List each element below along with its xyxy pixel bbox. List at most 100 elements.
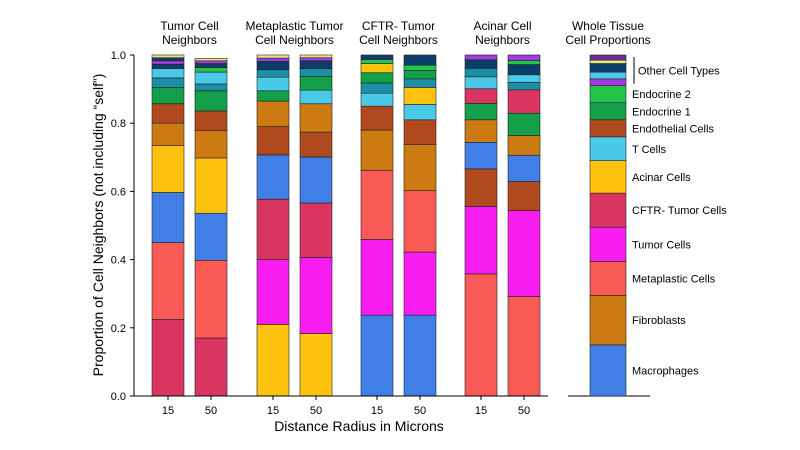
bar-segment-endocrine-1 (403, 70, 437, 80)
bar-segment-t-cells (194, 71, 228, 85)
whole-tissue-segment-other-3 (589, 78, 627, 86)
legend-label: CFTR- Tumor Cells (632, 205, 727, 217)
bar-group-2 (256, 54, 333, 397)
whole-tissue-segment-acinar-cells (589, 160, 627, 194)
bar-segment-t-cells (360, 92, 394, 107)
stacked-bar (507, 54, 541, 397)
bar-segment-cftr-tumor-cells (507, 89, 541, 114)
bar-segment-other-3 (151, 60, 185, 65)
bar-segment-fibroblasts (194, 130, 228, 159)
bar-segment-acinar-cells (360, 63, 394, 74)
y-tick-label: 0.4 (111, 255, 126, 267)
whole-tissue-title: Cell Proportions (565, 33, 650, 47)
bar-segment-macrophages (299, 156, 333, 204)
whole-tissue-title: Whole Tissue (572, 19, 644, 33)
bar-segment-macrophages (403, 314, 437, 397)
bar-segment-other-2 (360, 54, 394, 60)
stacked-bar (194, 58, 228, 397)
bar-segment-endothelial-cells (507, 181, 541, 211)
bar-segment-fibroblasts (256, 100, 290, 127)
bar-segment-other-4 (151, 54, 185, 59)
bar-segment-other-2 (256, 61, 290, 70)
bar-segment-tumor-cells (256, 259, 290, 325)
bar-segment-other-1 (360, 82, 394, 94)
bar-segment-acinar-cells (403, 87, 437, 105)
bar-segment-endocrine-1 (256, 90, 290, 102)
bar-segment-acinar-cells (256, 324, 290, 397)
bar-segment-endocrine-1 (194, 90, 228, 112)
bar-segment-metaplastic-cells (403, 190, 437, 253)
bar-segment-endocrine-1 (464, 103, 498, 121)
bar-segment-macrophages (194, 212, 228, 261)
legend-label: T Cells (632, 144, 667, 156)
bar-segment-other-1 (151, 77, 185, 88)
legend-label: Endocrine 1 (632, 106, 691, 118)
bar-segment-endocrine-2 (507, 60, 541, 65)
bar-segment-endocrine-1 (360, 72, 394, 84)
whole-tissue-segment-other-4 (589, 59, 627, 64)
bar-segment-metaplastic-cells (507, 296, 541, 397)
bar-segment-cftr-tumor-cells (464, 88, 498, 104)
bar-segment-acinar-cells (194, 157, 228, 214)
legend-label: Acinar Cells (632, 172, 691, 184)
bar-segment-endothelial-cells (299, 131, 333, 158)
bar-segment-endocrine-2 (194, 67, 228, 73)
x-tick-label: 50 (414, 405, 426, 417)
stacked-bar (360, 54, 394, 397)
group-title: Tumor Cell (160, 19, 218, 33)
bar-segment-acinar-cells (299, 333, 333, 397)
bar-segment-t-cells (299, 89, 333, 105)
bar-segment-fibroblasts (299, 103, 333, 133)
whole-tissue-segment-endothelial-cells (589, 119, 627, 138)
bar-segment-metaplastic-cells (151, 242, 185, 320)
bar-segment-other-4 (299, 54, 333, 59)
legend-label: Fibroblasts (632, 315, 686, 327)
bar-segment-fibroblasts (403, 144, 437, 192)
y-tick-label: 0.6 (111, 186, 126, 198)
bar-segment-t-cells (256, 76, 290, 92)
group-title: Neighbors (475, 33, 530, 47)
group-title: Cell Neighbors (359, 33, 438, 47)
bar-segment-other-2 (194, 63, 228, 68)
bar-segment-macrophages (360, 314, 394, 397)
x-tick-label: 15 (267, 405, 279, 417)
bar-segment-cftr-tumor-cells (299, 202, 333, 258)
bar-segment-endocrine-1 (299, 76, 333, 91)
x-tick-label: 15 (475, 405, 487, 417)
bar-segment-metaplastic-cells (194, 259, 228, 339)
stacked-bar (256, 54, 290, 397)
whole-tissue-segment-fibroblasts (589, 295, 627, 346)
bar-segment-fibroblasts (464, 119, 498, 143)
bar-segment-other-2 (151, 63, 185, 69)
other-cell-types-label: Other Cell Types (638, 65, 720, 77)
bar-segment-fibroblasts (151, 122, 185, 147)
bar-segment-other-3 (464, 54, 498, 61)
y-tick-label: 0.8 (111, 118, 126, 130)
bar-segment-cftr-tumor-cells (194, 337, 228, 397)
bar-segment-other-3 (194, 60, 228, 64)
bar-segment-other-2 (507, 64, 541, 76)
bar-segment-other-2 (464, 59, 498, 69)
x-axis-label: Distance Radius in Microns (274, 418, 444, 434)
group-title: Cell Neighbors (255, 33, 334, 47)
bar-segment-other-2 (299, 60, 333, 69)
bar-segment-macrophages (151, 192, 185, 243)
bar-segment-other-1 (507, 81, 541, 91)
stacked-bar (151, 54, 185, 397)
bar-segment-endothelial-cells (151, 103, 185, 124)
group-title: Metaplastic Tumor (245, 19, 343, 33)
bar-segment-tumor-cells (403, 251, 437, 316)
bar-groups (151, 54, 541, 397)
bar-segment-tumor-cells (507, 210, 541, 297)
whole-tissue-segment-t-cells (589, 71, 627, 80)
bar-segment-cftr-tumor-cells (151, 318, 185, 397)
bar-segment-macrophages (464, 141, 498, 170)
bar-group-1 (151, 54, 228, 397)
x-tick-label: 50 (310, 405, 322, 417)
y-tick-label: 0.0 (111, 391, 126, 403)
whole-tissue-panel: Macrophages Fibroblasts Metaplastic Cells T… (565, 19, 727, 397)
x-axis: 15 50 15 50 15 50 15 50 (134, 395, 548, 417)
whole-tissue-segment-cftr-tumor-cells (589, 192, 627, 228)
whole-tissue-segment-other-5 (589, 54, 627, 61)
